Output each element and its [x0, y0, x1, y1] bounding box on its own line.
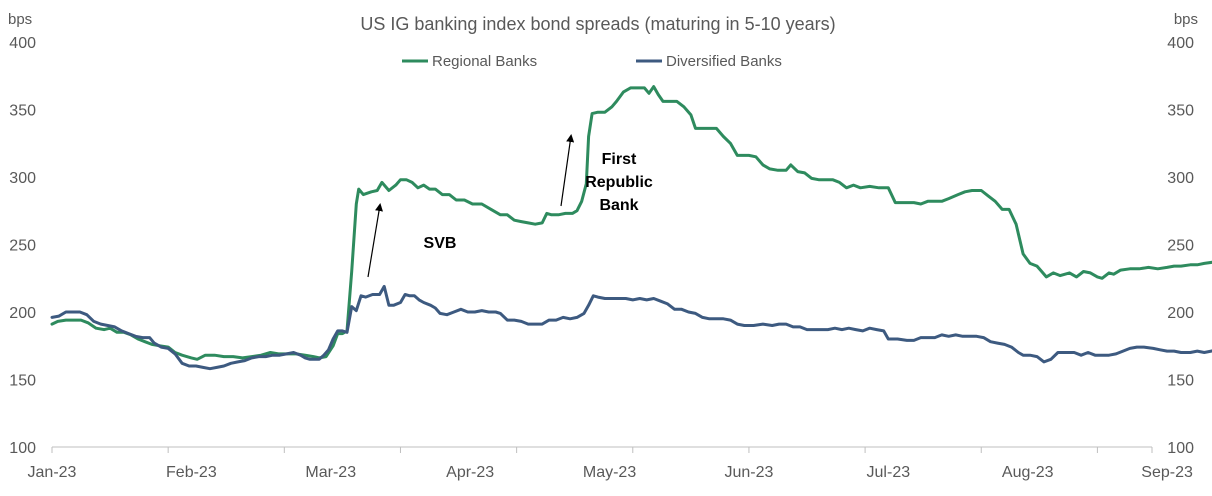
x-tick-label-jul-23: Jul-23 [867, 464, 911, 481]
left-axis-unit: bps [8, 11, 32, 28]
annotation-label-svb: SVB [424, 235, 457, 252]
y-tick-label-left-400: 400 [9, 35, 36, 52]
annotation-first-republic-bank: First Republic Bank [560, 134, 653, 214]
annotation-svb: SVB [367, 203, 457, 278]
y-tick-label-right-200: 200 [1167, 305, 1194, 322]
x-tick-label-feb-23: Feb-23 [166, 464, 217, 481]
y-tick-label-right-150: 150 [1167, 373, 1194, 390]
y-tick-label-left-350: 350 [9, 103, 36, 120]
annotation-label-first: First [602, 151, 637, 168]
x-tick-label-sep-23: Sep-23 [1141, 464, 1193, 481]
x-tick-label-apr-23: Apr-23 [446, 464, 494, 481]
annotation-label-bank: Bank [599, 197, 638, 214]
chart-title: US IG banking index bond spreads (maturi… [360, 14, 835, 34]
annotation-label-republic: Republic [585, 174, 653, 191]
legend: Regional Banks Diversified Banks [402, 53, 782, 70]
x-tick-marks [51, 447, 1153, 453]
y-tick-label-right-300: 300 [1167, 170, 1194, 187]
legend-label-regional-banks: Regional Banks [432, 53, 537, 70]
y-tick-label-left-300: 300 [9, 170, 36, 187]
y-tick-label-right-400: 400 [1167, 35, 1194, 52]
y-tick-label-left-250: 250 [9, 238, 36, 255]
y-axis-left: 100 150 200 250 300 350 400 [9, 35, 36, 457]
legend-item-diversified-banks: Diversified Banks [636, 53, 782, 70]
y-tick-label-right-100: 100 [1167, 440, 1194, 457]
plot-area: 100 150 200 250 300 350 400 100 150 200 250 300 350… [9, 35, 1212, 481]
y-axis-right: 100 150 200 250 300 350 400 [1167, 35, 1194, 457]
y-tick-label-right-250: 250 [1167, 238, 1194, 255]
x-tick-label-jun-23: Jun-23 [724, 464, 773, 481]
y-tick-label-left-200: 200 [9, 305, 36, 322]
series-line-regional-banks [50, 85, 1212, 361]
annotation-arrow-first-republic-bank [560, 134, 575, 207]
legend-label-diversified-banks: Diversified Banks [666, 53, 782, 70]
x-tick-label-jan-23: Jan-23 [28, 464, 77, 481]
x-axis: Jan-23 Feb-23 Mar-23 Apr-23 May-23 Jun-23 Jul-… [28, 464, 1193, 481]
right-axis-unit: bps [1174, 11, 1198, 28]
x-tick-label-may-23: May-23 [583, 464, 636, 481]
annotation-arrow-svb [367, 203, 383, 278]
y-tick-label-left-150: 150 [9, 373, 36, 390]
x-tick-label-mar-23: Mar-23 [305, 464, 356, 481]
y-tick-label-right-350: 350 [1167, 103, 1194, 120]
legend-item-regional-banks: Regional Banks [402, 53, 537, 70]
series-line-diversified-banks [50, 284, 1212, 371]
x-tick-label-aug-23: Aug-23 [1002, 464, 1054, 481]
series-group [50, 85, 1212, 371]
y-tick-label-left-100: 100 [9, 440, 36, 457]
